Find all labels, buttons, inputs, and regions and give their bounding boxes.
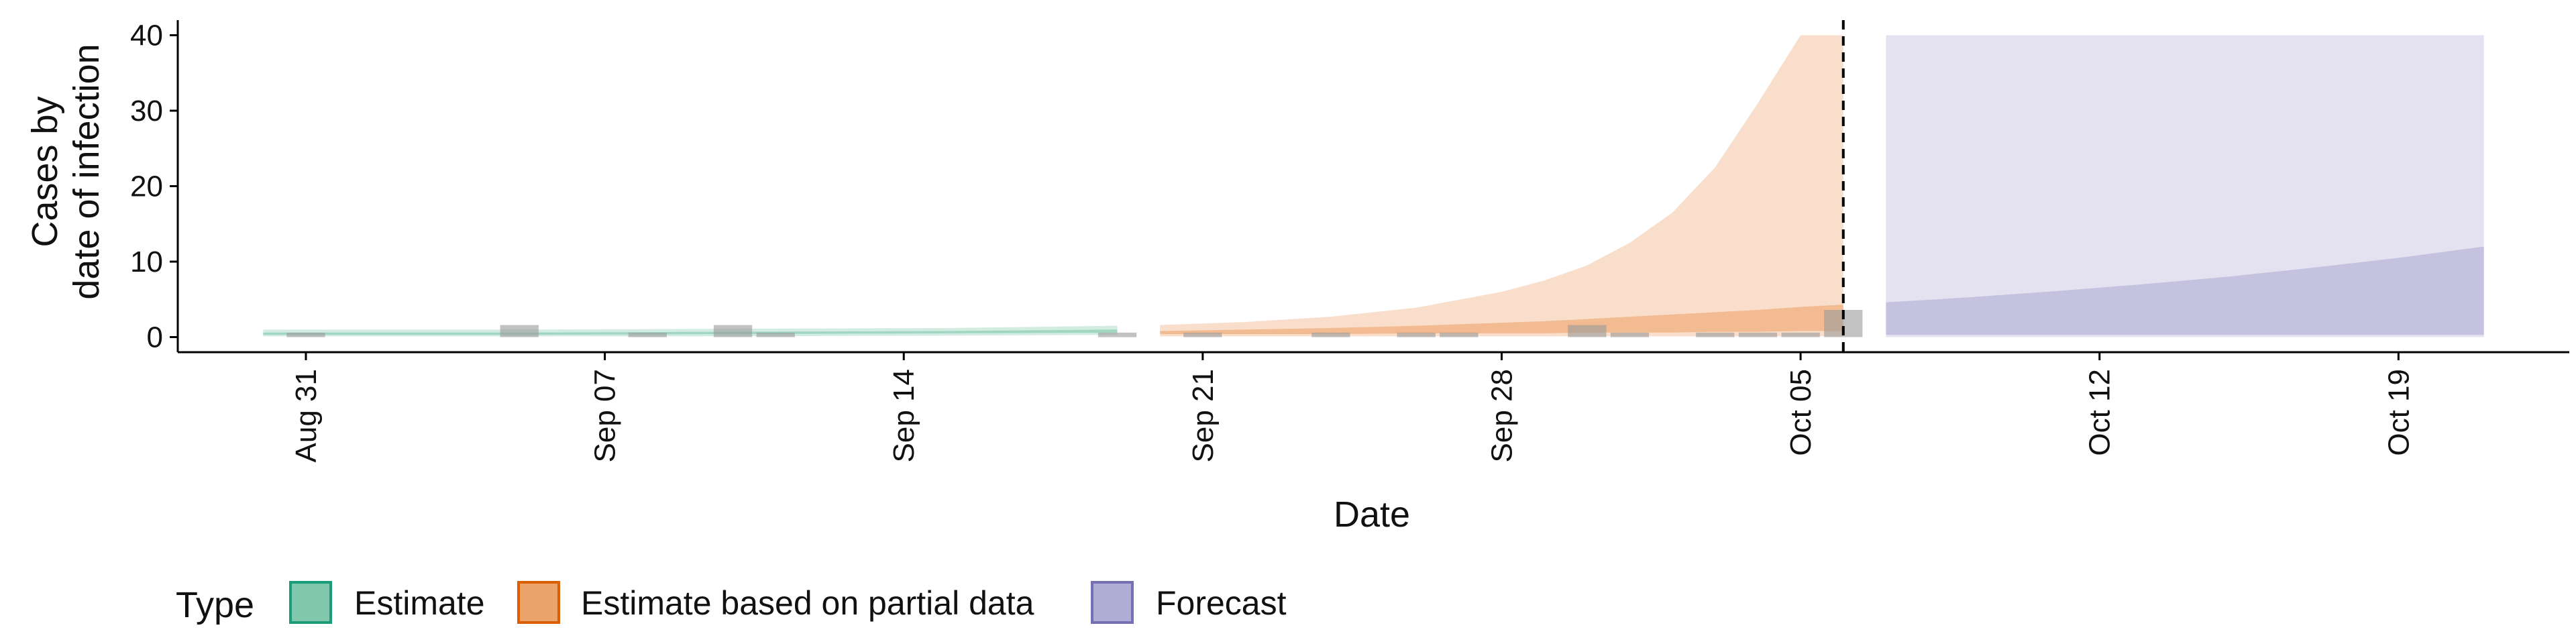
x-tick-label-oct-05: Oct 05 (1784, 369, 1817, 456)
legend-label-partial: Estimate based on partial data (581, 584, 1034, 622)
y-tick-label-20: 20 (130, 170, 163, 203)
bar-14 (1781, 332, 1820, 337)
legend-label-estimate: Estimate (354, 584, 485, 622)
bar-4 (756, 332, 795, 337)
x-tick-label-sep-07: Sep 07 (589, 369, 622, 462)
bar-5 (1097, 332, 1137, 337)
y-ticks: 0 10 20 30 40 (130, 19, 178, 354)
ribbon-outer-forecast (1886, 35, 2484, 337)
y-tick-label-40: 40 (130, 19, 163, 52)
bar-7 (1311, 332, 1350, 337)
x-tick-label-sep-28: Sep 28 (1486, 369, 1519, 462)
ribbon-outer-estimate-based-on-partial-data (1160, 35, 1843, 337)
bar-3 (713, 325, 753, 337)
ribbon-inner-estimate (263, 329, 1118, 335)
bar-13 (1738, 332, 1778, 337)
x-tick-label-sep-21: Sep 21 (1187, 369, 1220, 462)
y-tick-label-0: 0 (147, 321, 163, 354)
x-ticks: Aug 31 Sep 07 Sep 14 Sep 21 Sep 28 Oct 05 Oct … (290, 352, 2415, 462)
plot-area (263, 20, 2484, 352)
legend-key-partial (517, 581, 560, 624)
y-tick-label-30: 30 (130, 95, 163, 127)
x-axis-title: Date (1334, 494, 1410, 535)
ribbon-inner-forecast (1886, 246, 2484, 335)
bar-2 (628, 332, 667, 337)
bar-1 (500, 325, 539, 337)
bar-9 (1440, 332, 1479, 337)
axes: 0 10 20 30 40 Aug 31 Sep 07 Sep 14 Sep 21 Sep 28… (130, 19, 2569, 462)
x-tick-label-sep-14: Sep 14 (888, 369, 920, 462)
legend-key-estimate (289, 581, 332, 624)
bar-10 (1568, 325, 1607, 337)
bar-0 (286, 332, 325, 337)
y-axis-title-line-1: Cases by (25, 96, 65, 247)
x-tick-label-oct-12: Oct 12 (2084, 369, 2116, 456)
bar-11 (1610, 332, 1650, 337)
bars (286, 310, 1863, 337)
legend-key-forecast (1091, 581, 1134, 624)
legend-label-forecast: Forecast (1156, 584, 1287, 622)
ribbons (263, 35, 2484, 337)
x-tick-label-oct-19: Oct 19 (2382, 369, 2415, 456)
y-tick-label-10: 10 (130, 246, 163, 278)
bar-8 (1397, 332, 1436, 337)
y-axis-title-line-2: date of infection (66, 44, 107, 299)
legend-title: Type (176, 585, 254, 625)
bar-6 (1183, 332, 1222, 337)
ribbon-inner-estimate-based-on-partial-data (1160, 305, 1843, 334)
legend: Type Estimate Estimate based on partial … (176, 581, 1287, 625)
x-tick-label-aug-31: Aug 31 (290, 369, 323, 462)
bar-12 (1696, 332, 1735, 337)
